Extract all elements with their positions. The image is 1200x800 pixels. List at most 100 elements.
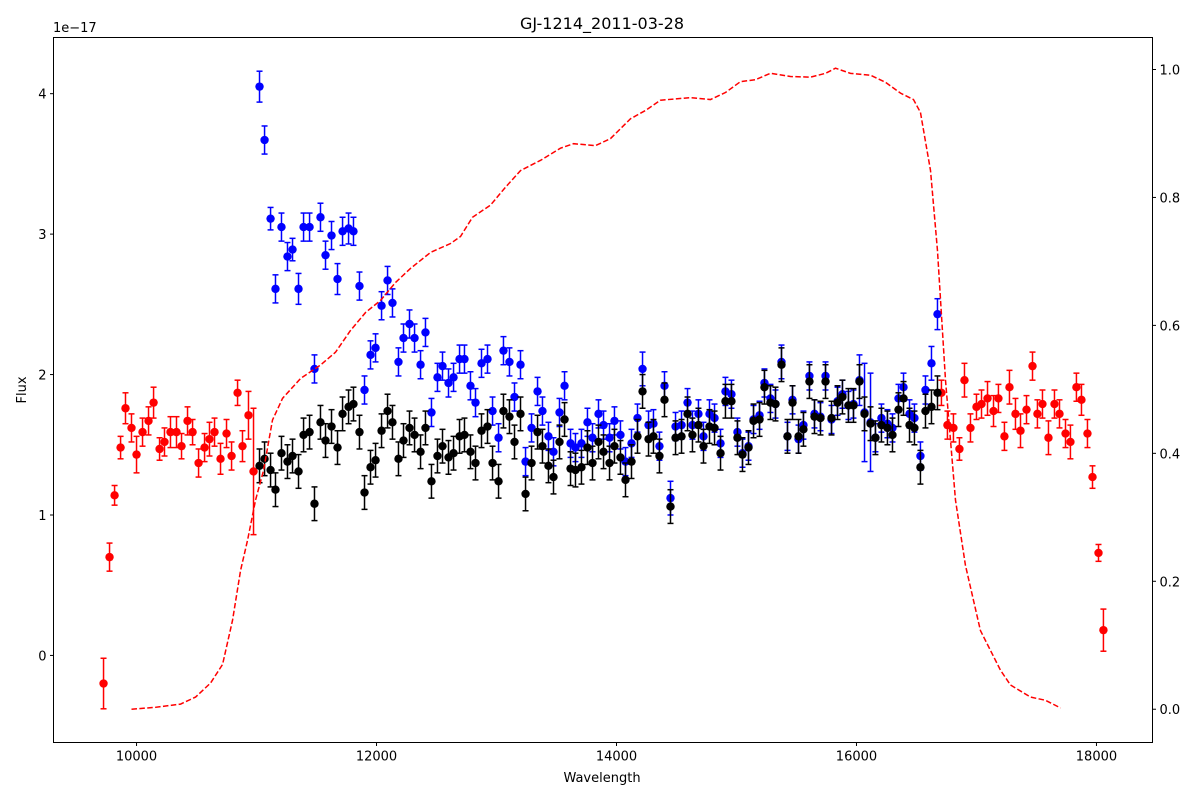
point <box>744 443 753 452</box>
point <box>399 436 408 445</box>
point <box>921 406 930 416</box>
point <box>610 416 619 426</box>
point <box>583 443 592 452</box>
point <box>294 284 303 294</box>
x-tick-label: 14000 <box>596 750 637 765</box>
point <box>994 394 1003 403</box>
point <box>1044 433 1053 442</box>
point <box>927 402 936 412</box>
point <box>383 406 392 416</box>
point <box>1011 409 1020 419</box>
point <box>649 432 658 441</box>
point <box>933 388 942 398</box>
point <box>799 425 808 434</box>
point <box>288 451 297 461</box>
point <box>638 387 647 396</box>
point <box>449 448 458 458</box>
point <box>494 433 503 442</box>
point <box>172 427 181 437</box>
point <box>316 213 325 222</box>
point <box>627 457 636 466</box>
x-tick-label: 16000 <box>836 750 877 765</box>
point <box>200 443 209 452</box>
point <box>233 388 242 398</box>
point <box>405 423 414 433</box>
point <box>621 475 630 485</box>
point <box>555 437 564 447</box>
point <box>755 415 764 424</box>
point <box>149 398 158 407</box>
point <box>560 381 569 390</box>
y-axis-label: Flux <box>15 376 30 403</box>
point <box>438 361 447 371</box>
point <box>1088 472 1097 482</box>
point <box>333 274 342 284</box>
point <box>116 443 125 452</box>
point <box>310 499 319 508</box>
point <box>560 415 569 424</box>
point <box>266 214 275 223</box>
point <box>205 434 214 444</box>
point <box>227 451 236 461</box>
point <box>477 359 486 368</box>
point <box>571 443 580 452</box>
point <box>860 409 869 419</box>
point <box>899 394 908 403</box>
point <box>910 423 919 433</box>
point <box>360 385 369 395</box>
point <box>483 422 492 431</box>
point <box>188 427 197 437</box>
point <box>588 458 597 468</box>
point <box>416 360 425 369</box>
point <box>1005 382 1014 392</box>
point <box>316 418 325 427</box>
point <box>1094 548 1103 558</box>
point <box>794 432 803 441</box>
point <box>927 359 936 368</box>
point <box>105 552 114 562</box>
y2-tick-label: 0.8 <box>1160 191 1181 206</box>
chart-title: GJ-1214_2011-03-28 <box>520 14 684 34</box>
x-tick-label: 12000 <box>356 750 397 765</box>
point <box>694 420 703 430</box>
point <box>960 375 969 385</box>
point <box>460 354 469 364</box>
series <box>255 70 942 516</box>
series <box>99 351 1108 710</box>
point <box>783 432 792 441</box>
line <box>131 67 1061 710</box>
point <box>921 385 930 395</box>
point <box>916 463 925 472</box>
x-tick-label: 10000 <box>116 750 157 765</box>
point <box>371 456 380 465</box>
point <box>771 399 780 409</box>
point <box>660 395 669 405</box>
point <box>99 679 108 688</box>
point <box>599 420 608 430</box>
y2-tick-label: 0.6 <box>1160 319 1181 334</box>
point <box>510 437 519 447</box>
point <box>594 437 603 447</box>
point <box>260 135 269 145</box>
point <box>183 416 192 426</box>
point <box>460 430 469 440</box>
point <box>160 437 169 447</box>
point <box>338 409 347 419</box>
point <box>699 441 708 451</box>
point <box>255 82 264 91</box>
point <box>1000 432 1009 441</box>
point <box>283 457 292 466</box>
point <box>410 333 419 343</box>
point <box>538 441 547 451</box>
point <box>588 433 597 442</box>
point <box>838 392 847 402</box>
point <box>321 250 330 260</box>
point <box>760 382 769 392</box>
point <box>599 447 608 456</box>
point <box>710 423 719 433</box>
point <box>833 398 842 407</box>
point <box>416 447 425 456</box>
point <box>371 343 380 353</box>
x-axis-label: Wavelength <box>563 771 640 786</box>
